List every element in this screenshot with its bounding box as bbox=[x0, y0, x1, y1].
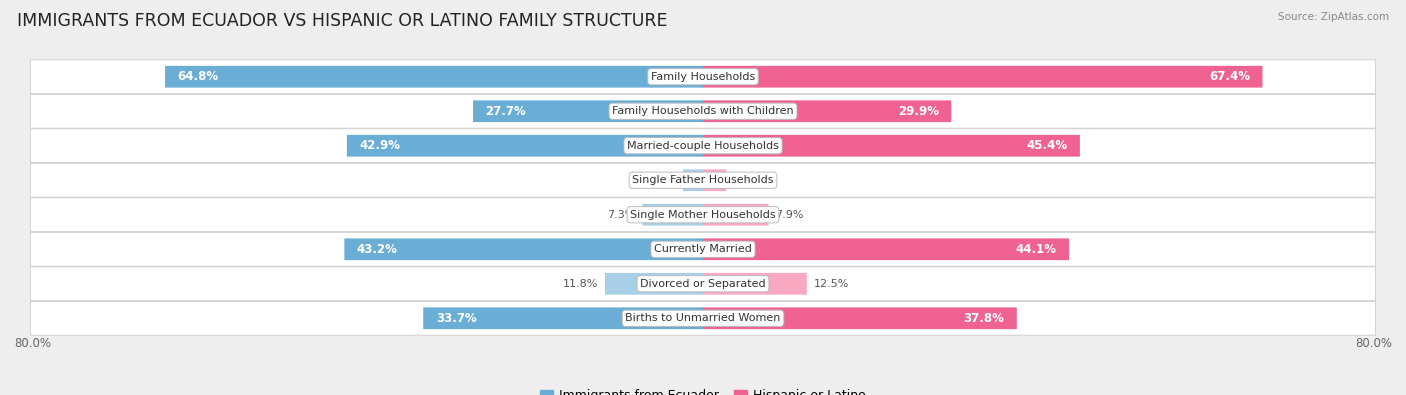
FancyBboxPatch shape bbox=[31, 198, 1375, 231]
FancyBboxPatch shape bbox=[347, 135, 703, 156]
FancyBboxPatch shape bbox=[31, 94, 1375, 128]
FancyBboxPatch shape bbox=[423, 307, 703, 329]
FancyBboxPatch shape bbox=[165, 66, 703, 88]
Text: 80.0%: 80.0% bbox=[14, 337, 51, 350]
FancyBboxPatch shape bbox=[703, 273, 807, 295]
FancyBboxPatch shape bbox=[605, 273, 703, 295]
FancyBboxPatch shape bbox=[31, 267, 1375, 301]
Text: Single Mother Households: Single Mother Households bbox=[630, 210, 776, 220]
Text: Source: ZipAtlas.com: Source: ZipAtlas.com bbox=[1278, 12, 1389, 22]
Text: 33.7%: 33.7% bbox=[436, 312, 477, 325]
FancyBboxPatch shape bbox=[703, 100, 952, 122]
FancyBboxPatch shape bbox=[703, 66, 1263, 88]
Text: 45.4%: 45.4% bbox=[1026, 139, 1067, 152]
Text: 29.9%: 29.9% bbox=[898, 105, 939, 118]
FancyBboxPatch shape bbox=[643, 204, 703, 226]
Text: 2.4%: 2.4% bbox=[648, 175, 676, 185]
FancyBboxPatch shape bbox=[344, 239, 703, 260]
Text: 7.9%: 7.9% bbox=[775, 210, 804, 220]
FancyBboxPatch shape bbox=[683, 169, 703, 191]
FancyBboxPatch shape bbox=[703, 239, 1069, 260]
Text: 80.0%: 80.0% bbox=[1355, 337, 1392, 350]
FancyBboxPatch shape bbox=[703, 169, 727, 191]
FancyBboxPatch shape bbox=[31, 164, 1375, 197]
FancyBboxPatch shape bbox=[472, 100, 703, 122]
Text: Births to Unmarried Women: Births to Unmarried Women bbox=[626, 313, 780, 323]
Text: 43.2%: 43.2% bbox=[357, 243, 398, 256]
Text: Currently Married: Currently Married bbox=[654, 244, 752, 254]
FancyBboxPatch shape bbox=[31, 60, 1375, 94]
Text: Family Households with Children: Family Households with Children bbox=[612, 106, 794, 116]
Text: 27.7%: 27.7% bbox=[485, 105, 526, 118]
FancyBboxPatch shape bbox=[31, 232, 1375, 266]
Text: 67.4%: 67.4% bbox=[1209, 70, 1250, 83]
Text: Married-couple Households: Married-couple Households bbox=[627, 141, 779, 151]
Text: 64.8%: 64.8% bbox=[177, 70, 219, 83]
Text: IMMIGRANTS FROM ECUADOR VS HISPANIC OR LATINO FAMILY STRUCTURE: IMMIGRANTS FROM ECUADOR VS HISPANIC OR L… bbox=[17, 12, 668, 30]
Text: Single Father Households: Single Father Households bbox=[633, 175, 773, 185]
Text: 11.8%: 11.8% bbox=[562, 279, 599, 289]
Text: 2.8%: 2.8% bbox=[733, 175, 762, 185]
Text: 44.1%: 44.1% bbox=[1015, 243, 1056, 256]
FancyBboxPatch shape bbox=[703, 307, 1017, 329]
FancyBboxPatch shape bbox=[31, 301, 1375, 335]
Text: Divorced or Separated: Divorced or Separated bbox=[640, 279, 766, 289]
FancyBboxPatch shape bbox=[703, 204, 769, 226]
FancyBboxPatch shape bbox=[703, 135, 1080, 156]
Legend: Immigrants from Ecuador, Hispanic or Latino: Immigrants from Ecuador, Hispanic or Lat… bbox=[536, 384, 870, 395]
Text: 7.3%: 7.3% bbox=[607, 210, 636, 220]
FancyBboxPatch shape bbox=[31, 129, 1375, 163]
Text: 42.9%: 42.9% bbox=[360, 139, 401, 152]
Text: Family Households: Family Households bbox=[651, 72, 755, 82]
Text: 37.8%: 37.8% bbox=[963, 312, 1004, 325]
Text: 12.5%: 12.5% bbox=[814, 279, 849, 289]
